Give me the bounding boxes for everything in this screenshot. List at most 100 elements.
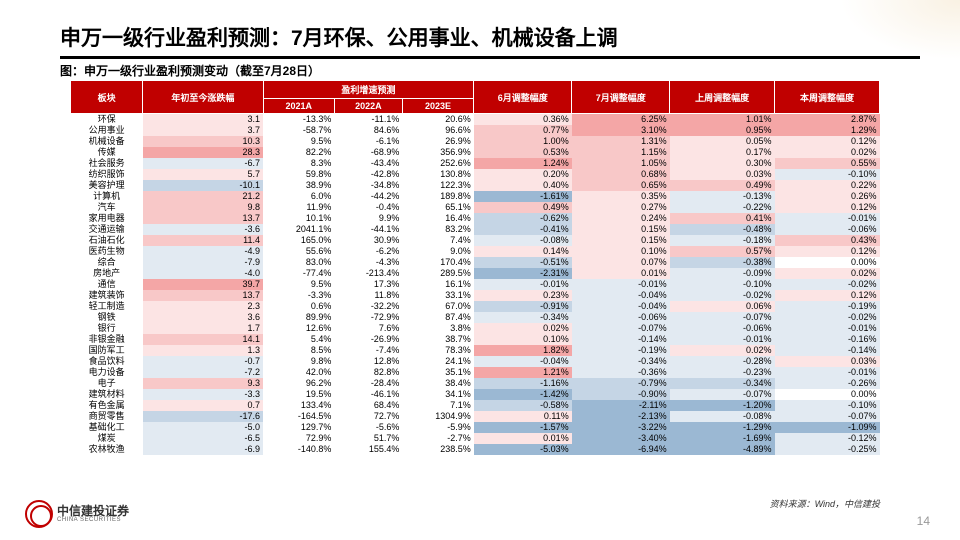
table-cell: 87.4% xyxy=(402,312,473,323)
table-cell: 165.0% xyxy=(263,235,334,246)
table-cell: 1.7 xyxy=(143,323,263,334)
table-cell: 煤炭 xyxy=(71,433,143,444)
table-cell: -34.8% xyxy=(334,180,402,191)
table-cell: -0.19% xyxy=(775,301,880,312)
table-cell: -0.07% xyxy=(775,411,880,422)
table-cell: -7.4% xyxy=(334,345,402,356)
table-cell: 1.00% xyxy=(474,136,572,147)
table-cell: 通信 xyxy=(71,279,143,290)
table-cell: 8.3% xyxy=(263,158,334,169)
table-cell: 0.49% xyxy=(670,180,775,191)
table-cell: -6.9 xyxy=(143,444,263,455)
table-cell: 55.6% xyxy=(263,246,334,257)
table-cell: -3.6 xyxy=(143,224,263,235)
table-row: 食品饮料-0.79.8%12.8%24.1%-0.04%-0.34%-0.28%… xyxy=(71,356,880,367)
table-cell: 1.3 xyxy=(143,345,263,356)
table-row: 房地产-4.0-77.4%-213.4%289.5%-2.31%0.01%-0.… xyxy=(71,268,880,279)
table-row: 传媒28.382.2%-68.9%356.9%0.53%1.15%0.17%0.… xyxy=(71,147,880,158)
table-cell: 129.7% xyxy=(263,422,334,433)
table-cell: 0.7 xyxy=(143,400,263,411)
table-row: 家用电器13.710.1%9.9%16.4%-0.62%0.24%0.41%-0… xyxy=(71,213,880,224)
table-cell: 0.10% xyxy=(474,334,572,345)
table-cell: 0.12% xyxy=(775,202,880,213)
table-cell: -0.08% xyxy=(670,411,775,422)
table-cell: -0.34% xyxy=(474,312,572,323)
table-cell: 67.0% xyxy=(402,301,473,312)
table-cell: -0.91% xyxy=(474,301,572,312)
table-cell: -44.1% xyxy=(334,224,402,235)
table-cell: -0.48% xyxy=(670,224,775,235)
table-cell: -0.01% xyxy=(474,279,572,290)
table-cell: 0.27% xyxy=(572,202,670,213)
table-cell: 59.8% xyxy=(263,169,334,180)
table-cell: 银行 xyxy=(71,323,143,334)
table-cell: 1.21% xyxy=(474,367,572,378)
table-cell: 电子 xyxy=(71,378,143,389)
table-cell: -0.58% xyxy=(474,400,572,411)
table-cell: -0.90% xyxy=(572,389,670,400)
table-cell: -0.01% xyxy=(670,334,775,345)
table-row: 国防军工1.38.5%-7.4%78.3%1.82%-0.19%0.02%-0.… xyxy=(71,345,880,356)
table-row: 农林牧渔-6.9-140.8%155.4%238.5%-5.03%-6.94%-… xyxy=(71,444,880,455)
table-cell: 环保 xyxy=(71,114,143,126)
table-cell: -2.13% xyxy=(572,411,670,422)
table-cell: 252.6% xyxy=(402,158,473,169)
table-cell: -28.4% xyxy=(334,378,402,389)
table-cell: 纺织服饰 xyxy=(71,169,143,180)
table-cell: 82.2% xyxy=(263,147,334,158)
table-cell: 1.29% xyxy=(775,125,880,136)
title-underline xyxy=(60,56,920,59)
chart-subtitle: 图：申万一级行业盈利预测变动（截至7月28日） xyxy=(60,62,320,79)
table-row: 钢铁3.689.9%-72.9%87.4%-0.34%-0.06%-0.07%-… xyxy=(71,312,880,323)
table-cell: -0.06% xyxy=(572,312,670,323)
table-cell: 96.2% xyxy=(263,378,334,389)
table-cell: -10.1 xyxy=(143,180,263,191)
table-cell: 14.1 xyxy=(143,334,263,345)
col-lastweek: 上周调整幅度 xyxy=(670,81,775,114)
table-cell: -0.18% xyxy=(670,235,775,246)
table-cell: -6.2% xyxy=(334,246,402,257)
table-cell: 社会服务 xyxy=(71,158,143,169)
table-cell: 1.15% xyxy=(572,147,670,158)
table-cell: -0.07% xyxy=(670,389,775,400)
table-cell: 0.23% xyxy=(474,290,572,301)
table-cell: 13.7 xyxy=(143,213,263,224)
table-cell: 0.17% xyxy=(670,147,775,158)
table-cell: -0.25% xyxy=(775,444,880,455)
table-cell: 122.3% xyxy=(402,180,473,191)
table-cell: 5.4% xyxy=(263,334,334,345)
table-cell: 3.7 xyxy=(143,125,263,136)
table-cell: 传媒 xyxy=(71,147,143,158)
table-cell: 24.1% xyxy=(402,356,473,367)
title-bar: 申万一级行业盈利预测：7月环保、公用事业、机械设备上调 xyxy=(60,22,920,59)
table-cell: 9.8 xyxy=(143,202,263,213)
table-header: 板块 年初至今涨跌幅 盈利增速预测 6月调整幅度 7月调整幅度 上周调整幅度 本… xyxy=(71,81,880,114)
table-cell: 0.30% xyxy=(670,158,775,169)
table-cell: 0.40% xyxy=(474,180,572,191)
table-cell: 0.12% xyxy=(775,136,880,147)
table-cell: -5.0 xyxy=(143,422,263,433)
table-cell: 0.57% xyxy=(670,246,775,257)
table-cell: 0.05% xyxy=(670,136,775,147)
table-cell: -77.4% xyxy=(263,268,334,279)
table-cell: 0.02% xyxy=(474,323,572,334)
logo-cn: 中信建投证券 xyxy=(57,505,129,517)
table-cell: -6.94% xyxy=(572,444,670,455)
col-2021: 2021A xyxy=(263,99,334,114)
table-cell: -0.16% xyxy=(775,334,880,345)
table-cell: 38.4% xyxy=(402,378,473,389)
table-cell: 0.06% xyxy=(670,301,775,312)
table-row: 社会服务-6.78.3%-43.4%252.6%1.24%1.05%0.30%0… xyxy=(71,158,880,169)
table-cell: -42.8% xyxy=(334,169,402,180)
table-cell: -140.8% xyxy=(263,444,334,455)
logo-icon xyxy=(25,500,53,528)
table-cell: -44.2% xyxy=(334,191,402,202)
table-cell: -0.34% xyxy=(670,378,775,389)
table-cell: 1.82% xyxy=(474,345,572,356)
table-cell: 3.8% xyxy=(402,323,473,334)
table-cell: 34.1% xyxy=(402,389,473,400)
table-cell: -0.07% xyxy=(572,323,670,334)
table-cell: 356.9% xyxy=(402,147,473,158)
table-cell: -0.01% xyxy=(775,367,880,378)
table-cell: 1.05% xyxy=(572,158,670,169)
